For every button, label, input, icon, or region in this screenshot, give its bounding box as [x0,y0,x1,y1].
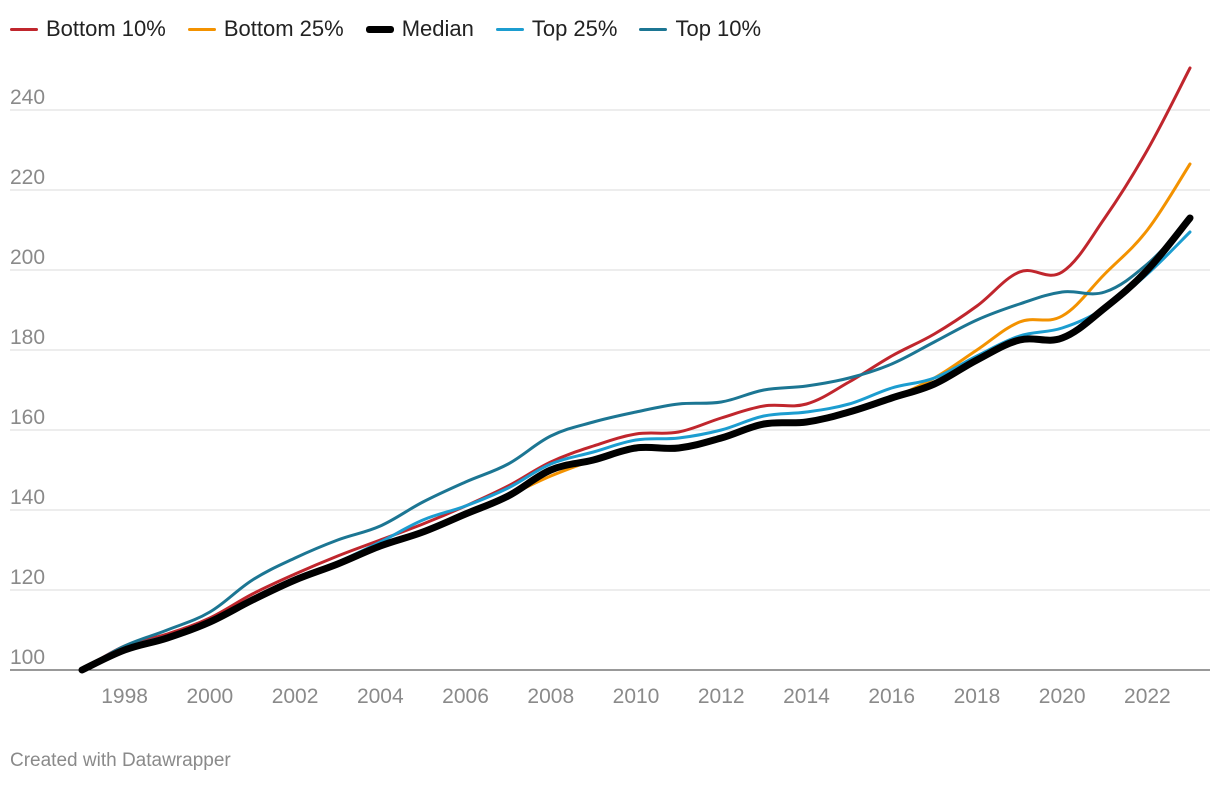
legend: Bottom 10% Bottom 25% Median Top 25% Top… [10,16,761,42]
x-tick-label-2014: 2014 [783,685,830,708]
x-tick-label-1998: 1998 [101,685,148,708]
series-line-bottom-25[interactable] [80,162,1192,672]
legend-swatch-top-25 [495,27,524,31]
series-line-bottom-10[interactable] [80,66,1192,672]
legend-label-bottom-10: Bottom 10% [46,16,166,41]
y-tick-label-200: 200 [10,246,45,269]
legend-swatch-bottom-10 [10,27,38,31]
x-tick-label-2006: 2006 [442,685,489,708]
legend-swatch-bottom-25 [187,27,216,31]
x-tick-label-2000: 2000 [186,685,233,708]
legend-label-top-25: Top 25% [531,16,618,41]
legend-swatch-median [365,25,394,33]
legend-item-top-25[interactable]: Top 25% [495,16,618,42]
series-line-median[interactable] [78,214,1194,674]
legend-label-median: Median [401,16,474,41]
x-tick-label-2010: 2010 [613,685,660,708]
x-tick-label-2008: 2008 [527,685,574,708]
legend-item-bottom-25[interactable]: Bottom 25% [187,16,344,42]
x-tick-label-2020: 2020 [1039,685,1086,708]
y-tick-label-140: 140 [10,486,45,509]
x-tick-label-2016: 2016 [868,685,915,708]
x-tick-label-2012: 2012 [698,685,745,708]
y-tick-label-240: 240 [10,86,45,109]
legend-swatch-top-10 [639,27,668,31]
legend-label-bottom-25: Bottom 25% [223,16,344,41]
legend-label-top-10: Top 10% [675,16,762,41]
x-tick-label-2018: 2018 [954,685,1001,708]
y-tick-label-100: 100 [10,646,45,669]
x-tick-label-2022: 2022 [1124,685,1171,708]
x-tick-label-2002: 2002 [272,685,319,708]
series-line-top-10[interactable] [80,218,1192,672]
y-tick-label-120: 120 [10,566,45,589]
legend-item-top-10[interactable]: Top 10% [639,16,761,42]
legend-item-median[interactable]: Median [365,16,474,42]
footer-credit: Created with Datawrapper [10,750,231,771]
y-tick-label-180: 180 [10,326,45,349]
x-tick-label-2004: 2004 [357,685,404,708]
y-tick-label-220: 220 [10,166,45,189]
legend-item-bottom-10[interactable]: Bottom 10% [10,16,166,42]
y-tick-label-160: 160 [10,406,45,429]
